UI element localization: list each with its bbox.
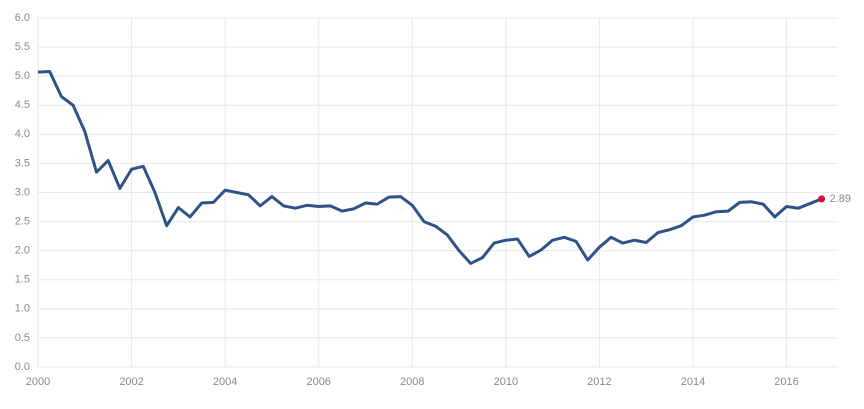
last-point [818, 195, 826, 203]
y-tick-label: 6.0 [15, 12, 30, 24]
x-tick-label: 2006 [306, 376, 330, 388]
x-tick-label: 2014 [681, 376, 705, 388]
y-tick-label: 1.5 [15, 274, 30, 286]
y-tick-label: 4.5 [15, 99, 30, 111]
x-tick-label: 2002 [119, 376, 143, 388]
x-tick-label: 2004 [213, 376, 237, 388]
y-tick-label: 5.5 [15, 41, 30, 53]
x-tick-label: 2012 [587, 376, 611, 388]
y-tick-label: 0.5 [15, 332, 30, 344]
y-tick-label: 3.5 [15, 157, 30, 169]
y-tick-label: 0.0 [15, 361, 30, 373]
x-tick-label: 2010 [494, 376, 518, 388]
x-tick-label: 2008 [400, 376, 424, 388]
data-line [37, 70, 823, 265]
y-tick-label: 3.0 [15, 186, 30, 198]
y-tick-label: 5.0 [15, 70, 30, 82]
y-tick-label: 4.0 [15, 128, 30, 140]
value-label: 2.89 [830, 193, 851, 205]
x-tick-label: 2000 [26, 376, 50, 388]
x-tick-label: 2016 [774, 376, 798, 388]
y-tick-label: 1.0 [15, 303, 30, 315]
y-tick-label: 2.5 [15, 215, 30, 227]
y-tick-label: 2.0 [15, 245, 30, 257]
